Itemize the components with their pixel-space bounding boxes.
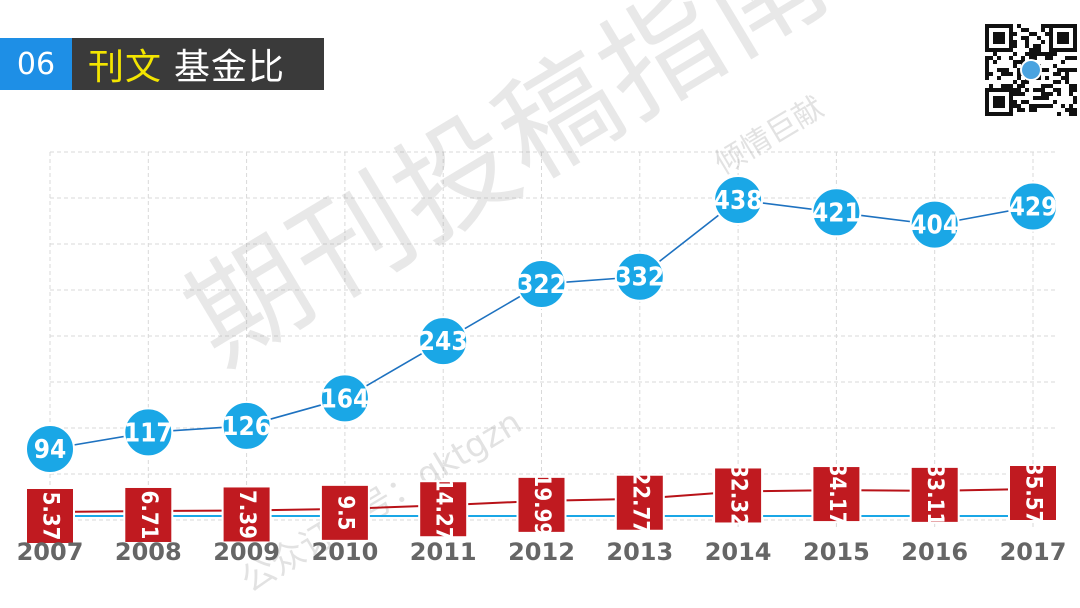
red-point (123, 485, 174, 544)
red-point-label: 5.37 (38, 492, 63, 541)
x-tick-label: 2015 (803, 538, 870, 566)
red-point-label: 34.17 (824, 463, 849, 526)
red-point-label: 9.5 (332, 495, 357, 530)
blue-point-label: 164 (320, 384, 369, 414)
section-title: 刊文 基金比 (72, 38, 324, 90)
series-blue-line (49, 199, 1034, 450)
blue-point-label: 322 (517, 270, 566, 300)
blue-point (909, 199, 960, 250)
red-point-label: 33.11 (922, 464, 947, 527)
red-point-label: 32.32 (726, 464, 751, 527)
red-point-label: 35.57 (1021, 462, 1046, 525)
blue-point-label: 404 (910, 211, 959, 241)
blue-point-label: 126 (222, 412, 271, 442)
x-tick-label: 2009 (213, 538, 280, 566)
x-tick-label: 2013 (606, 538, 673, 566)
x-tick-label: 2008 (115, 538, 182, 566)
red-point (811, 465, 862, 524)
x-tick-label: 2011 (410, 538, 477, 566)
red-point (1008, 464, 1058, 522)
blue-point-label: 429 (1009, 193, 1058, 223)
red-point-label: 7.39 (234, 490, 259, 539)
x-tick-label: 2016 (901, 538, 968, 566)
red-point (516, 475, 567, 534)
red-point (221, 485, 272, 544)
section-header: 06 刊文 基金比 (0, 38, 324, 90)
blue-point-label: 243 (419, 327, 468, 357)
blue-point (123, 407, 174, 458)
blue-point-label: 332 (615, 263, 664, 293)
red-point-label: 6.71 (136, 491, 161, 540)
blue-point-label: 117 (124, 418, 173, 448)
red-point (909, 465, 960, 524)
red-point (319, 483, 370, 542)
red-point-label: 22.77 (627, 471, 652, 534)
blue-point (1008, 181, 1058, 232)
red-point (614, 473, 665, 532)
x-tick-label: 2007 (17, 538, 84, 566)
x-tick-label: 2014 (705, 538, 772, 566)
red-point-label: 19.99 (529, 474, 554, 537)
blue-point (221, 400, 272, 451)
blue-point (418, 316, 469, 367)
blue-point (25, 424, 75, 474)
red-point (418, 480, 469, 539)
red-point-label: 14.27 (431, 478, 456, 541)
blue-point (516, 258, 567, 309)
title-highlight: 刊文 (88, 47, 163, 88)
blue-point-label: 94 (34, 435, 67, 465)
title-rest: 基金比 (174, 47, 286, 88)
blue-point (811, 187, 862, 238)
x-tick-label: 2010 (312, 538, 379, 566)
section-number: 06 (0, 38, 72, 90)
qr-code-icon[interactable] (985, 24, 1077, 116)
blue-point (614, 251, 665, 302)
blue-point (319, 373, 370, 424)
red-point (713, 466, 764, 525)
blue-point-label: 421 (812, 198, 861, 228)
x-tick-label: 2012 (508, 538, 575, 566)
x-tick-label: 2017 (1000, 538, 1067, 566)
red-point (25, 487, 75, 545)
blue-point (713, 175, 764, 225)
blue-point-label: 438 (714, 186, 763, 216)
